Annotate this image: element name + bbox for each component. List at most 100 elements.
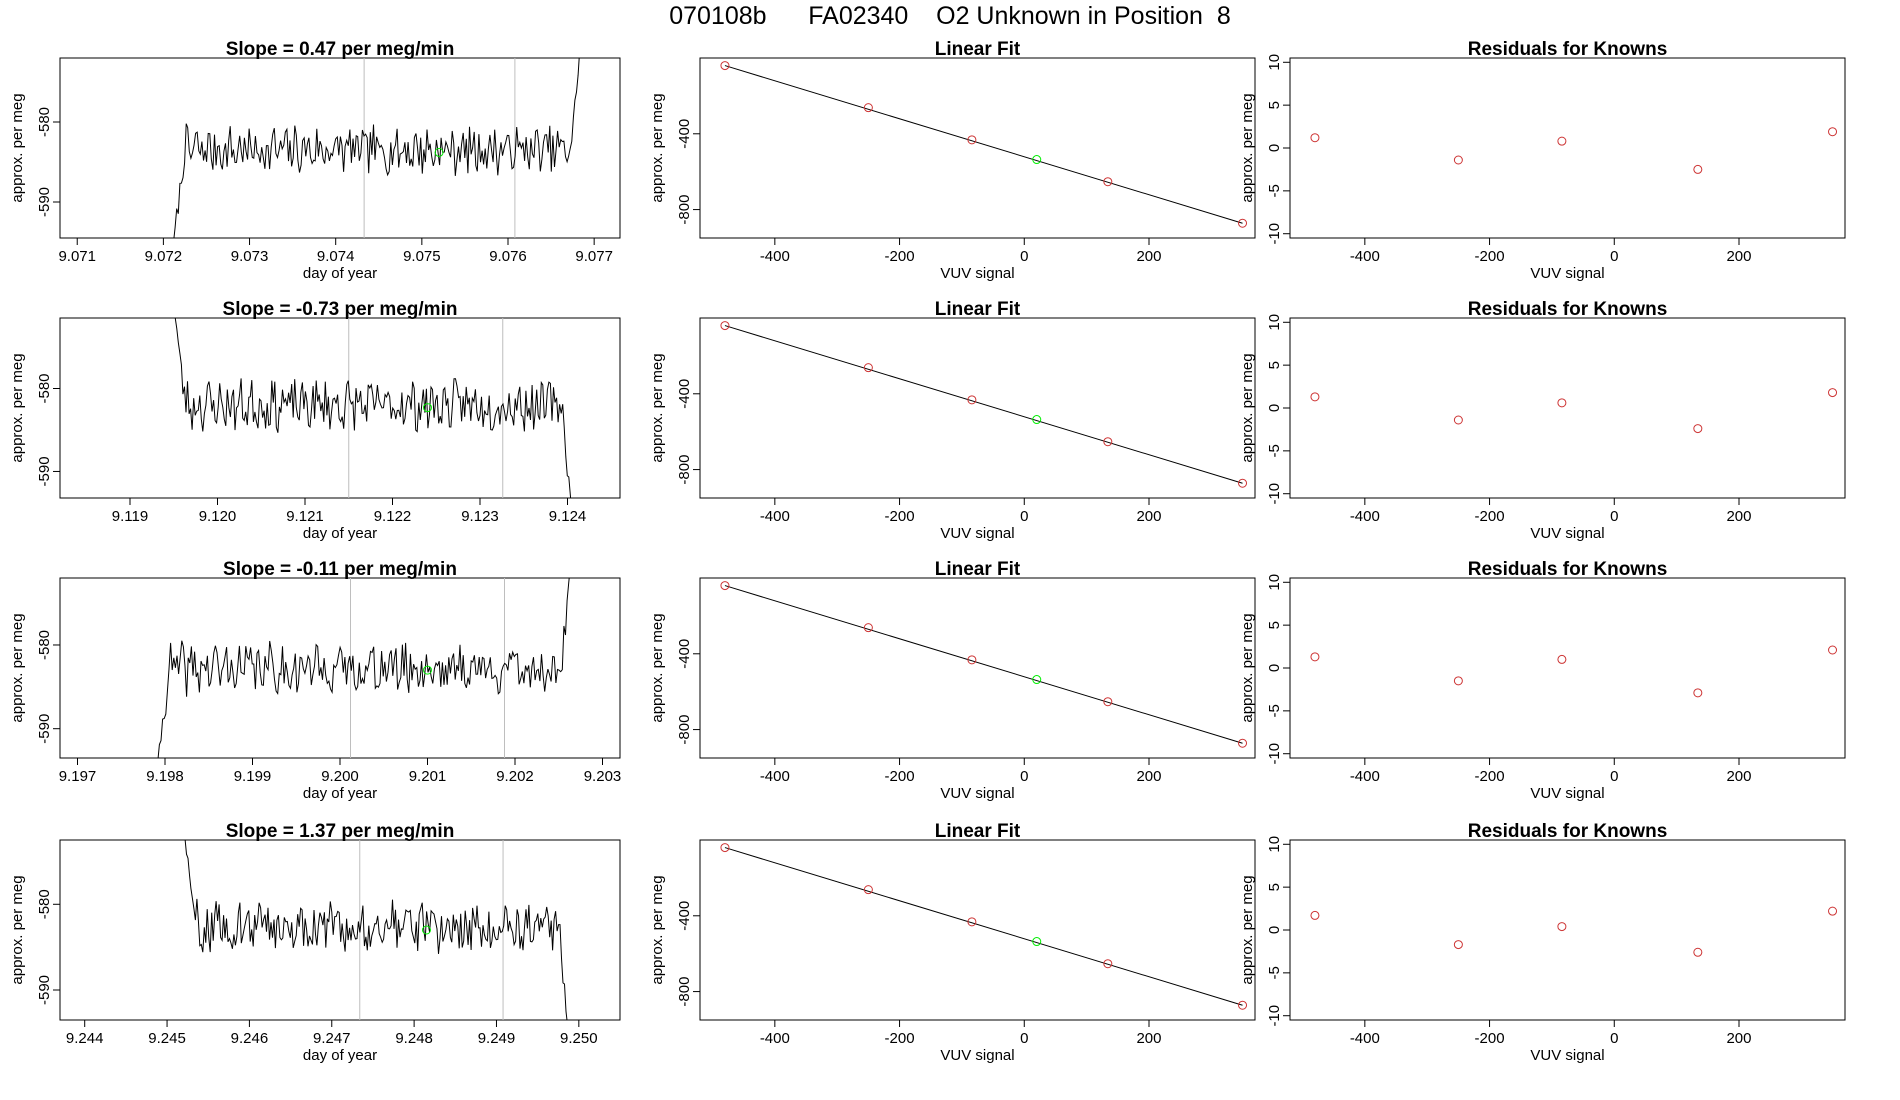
known-point: [863, 885, 873, 895]
known-point: [1557, 136, 1567, 146]
x-tick-label: -200: [1475, 768, 1505, 785]
plot-frame: [699, 577, 1256, 759]
x-tick-label: 9.200: [321, 768, 359, 785]
known-point: [1310, 652, 1320, 662]
x-tick-label: 9.248: [395, 1030, 433, 1047]
known-point: [1453, 155, 1463, 165]
x-tick-label: -200: [885, 1030, 915, 1047]
x-tick-label: 9.246: [231, 1030, 269, 1047]
x-tick-label: -400: [760, 508, 790, 525]
x-tick-label: 9.249: [478, 1030, 516, 1047]
x-tick-label: -400: [760, 768, 790, 785]
panel-title: Slope = -0.73 per meg/min: [223, 299, 458, 320]
y-axis-label: approx. per meg: [9, 613, 26, 722]
x-tick-label: -400: [1350, 768, 1380, 785]
known-point: [1238, 738, 1248, 748]
figure-title: 070108b FA02340 O2 Unknown in Position 8: [669, 2, 1231, 30]
unknown-mean-point: [423, 665, 432, 675]
y-tick-label: -10: [1266, 743, 1283, 765]
known-point: [967, 655, 977, 665]
plot-area: [174, 318, 572, 498]
x-tick-label: 9.072: [145, 248, 183, 265]
y-tick-label: -800: [676, 455, 693, 485]
known-point: [1693, 164, 1703, 174]
panel-title: Linear Fit: [935, 299, 1021, 320]
y-tick-label: 10: [1266, 54, 1283, 71]
plot-area: [720, 321, 1248, 488]
x-tick-label: 200: [1726, 508, 1751, 525]
fit-line: [724, 325, 1243, 484]
y-tick-label: -400: [676, 639, 693, 669]
y-tick-label: -5: [1266, 704, 1283, 717]
known-point: [1453, 676, 1463, 686]
known-point: [863, 103, 873, 113]
plot-area: [720, 581, 1248, 748]
known-point: [1828, 645, 1838, 655]
fit-line: [724, 847, 1243, 1006]
x-tick-label: 200: [1726, 1030, 1751, 1047]
known-point: [1828, 906, 1838, 916]
panel-residuals-row4: Residuals for Knowns -400 -200 0 200 10 5 0 -5 -1…: [1239, 821, 1846, 1064]
x-tick-label: 0: [1020, 1030, 1028, 1047]
y-tick-label: -10: [1266, 483, 1283, 505]
known-point: [1238, 478, 1248, 488]
plot-area: [184, 840, 568, 1020]
known-point: [720, 321, 730, 331]
x-tick-label: -200: [1475, 508, 1505, 525]
y-tick-label: 0: [1266, 664, 1283, 672]
known-point: [1693, 688, 1703, 698]
plot-area: [1310, 906, 1838, 957]
x-tick-label: 9.077: [575, 248, 613, 265]
y-tick-label: -800: [676, 195, 693, 225]
x-axis-label: VUV signal: [940, 265, 1014, 282]
x-axis-label: VUV signal: [1530, 1047, 1604, 1064]
known-point: [1310, 133, 1320, 143]
y-tick-label: -580: [36, 889, 53, 919]
y-tick-label: 5: [1266, 101, 1283, 109]
plot-frame: [59, 577, 621, 759]
plot-frame: [1289, 839, 1846, 1021]
x-tick-label: 0: [1020, 768, 1028, 785]
x-axis-label: day of year: [303, 1047, 377, 1064]
known-point: [1238, 1000, 1248, 1010]
x-tick-label: -400: [1350, 248, 1380, 265]
panel-title: Slope = 1.37 per meg/min: [226, 821, 455, 842]
x-tick-label: 200: [1136, 768, 1161, 785]
x-tick-label: 9.076: [489, 248, 527, 265]
panel-title: Linear Fit: [935, 559, 1021, 580]
y-tick-label: -10: [1266, 223, 1283, 245]
x-axis-label: VUV signal: [1530, 525, 1604, 542]
x-axis-label: VUV signal: [940, 785, 1014, 802]
y-tick-label: -590: [36, 975, 53, 1005]
panel-linear-fit-row3: Linear Fit -400 -200 0 200 -400 -800 VUV signal…: [649, 559, 1256, 802]
x-tick-label: 9.122: [374, 508, 412, 525]
known-point: [967, 917, 977, 927]
unknown-mean-point: [421, 925, 431, 935]
x-tick-label: -200: [1475, 248, 1505, 265]
known-point: [1557, 398, 1567, 408]
x-tick-label: 9.198: [146, 768, 184, 785]
plot-frame: [59, 839, 621, 1021]
y-tick-label: -5: [1266, 966, 1283, 979]
x-tick-label: 9.074: [317, 248, 355, 265]
x-tick-label: 9.124: [549, 508, 587, 525]
unknown-point: [1032, 155, 1042, 165]
known-point: [1310, 392, 1320, 402]
signal-trace: [174, 318, 572, 498]
y-axis-label: approx. per meg: [1239, 93, 1256, 202]
x-axis-label: VUV signal: [1530, 265, 1604, 282]
y-tick-label: -5: [1266, 184, 1283, 197]
plot-frame: [699, 317, 1256, 499]
x-tick-label: -200: [885, 508, 915, 525]
panel-title: Linear Fit: [935, 39, 1021, 60]
x-axis-label: day of year: [303, 265, 377, 282]
panel-title: Slope = 0.47 per meg/min: [226, 39, 455, 60]
x-tick-label: -400: [1350, 1030, 1380, 1047]
x-axis-label: VUV signal: [940, 525, 1014, 542]
y-tick-label: -580: [36, 107, 53, 137]
y-tick-label: 5: [1266, 621, 1283, 629]
x-tick-label: 200: [1136, 1030, 1161, 1047]
y-tick-label: -580: [36, 373, 53, 403]
panel-timeseries-row3: Slope = -0.11 per meg/min 9.197 9.198 9.199…: [9, 559, 621, 802]
y-axis-label: approx. per meg: [9, 875, 26, 984]
